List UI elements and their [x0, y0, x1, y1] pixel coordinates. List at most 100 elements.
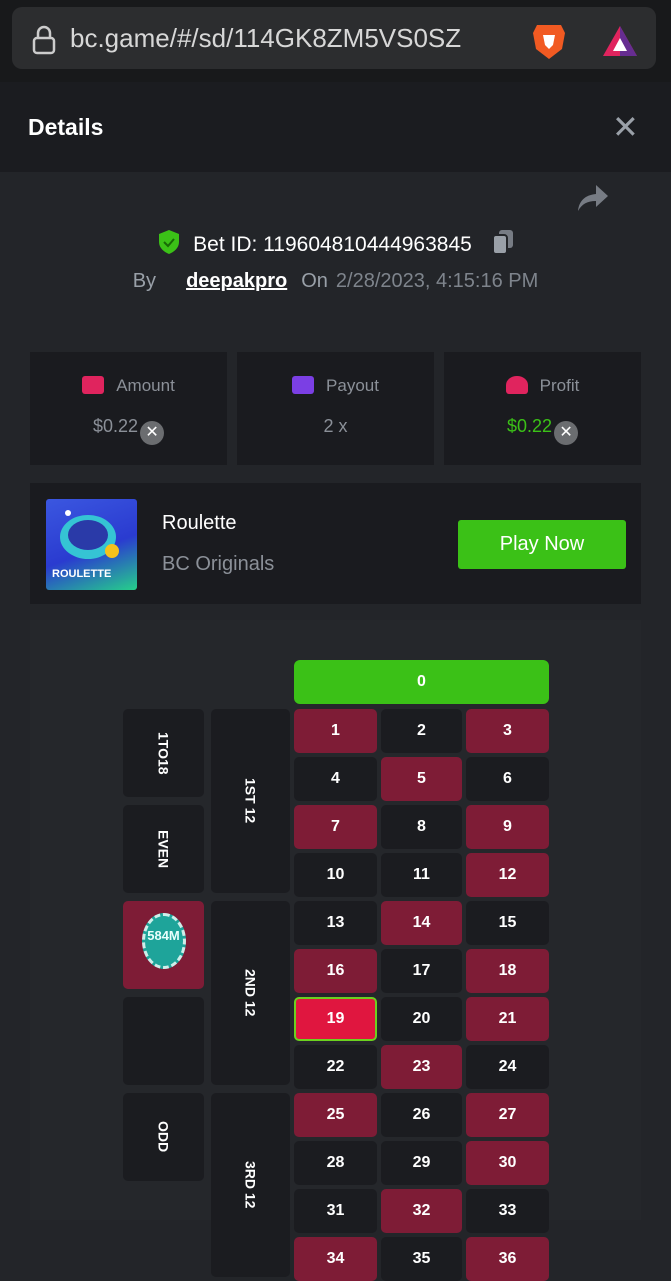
number-label: 8: [417, 818, 426, 835]
number-label: 17: [412, 962, 431, 979]
share-icon[interactable]: [576, 183, 610, 213]
dozen-bet-1[interactable]: 1ST 12: [211, 709, 290, 893]
number-cell-4[interactable]: 4: [294, 757, 377, 801]
number-cell-28[interactable]: 28: [294, 1141, 377, 1185]
number-label: 27: [498, 1106, 517, 1123]
number-cell-30[interactable]: 30: [466, 1141, 549, 1185]
number-label: 14: [412, 914, 431, 931]
close-icon[interactable]: ✕: [612, 109, 639, 145]
page-title: Details: [28, 114, 104, 140]
number-cell-29[interactable]: 29: [381, 1141, 462, 1185]
number-cell-3[interactable]: 3: [466, 709, 549, 753]
bat-rewards-icon[interactable]: [602, 25, 638, 57]
number-cell-1[interactable]: 1: [294, 709, 377, 753]
number-cell-12[interactable]: 12: [466, 853, 549, 897]
number-label: 16: [326, 962, 345, 979]
number-label: 1: [331, 722, 340, 739]
number-label: 35: [412, 1250, 431, 1267]
number-cell-5[interactable]: 5: [381, 757, 462, 801]
number-cell-26[interactable]: 26: [381, 1093, 462, 1137]
by-label: By: [132, 270, 157, 292]
brave-lion-icon[interactable]: [532, 21, 566, 61]
browser-bar: bc.game/#/sd/114GK8ZM5VS0SZ: [0, 0, 671, 82]
outside-bet-1-label: 1TO18: [155, 731, 172, 775]
number-label: 7: [331, 818, 340, 835]
outside-bet-5[interactable]: ODD: [123, 1093, 204, 1181]
address-bar[interactable]: bc.game/#/sd/114GK8ZM5VS0SZ: [12, 7, 656, 69]
number-cell-14[interactable]: 14: [381, 901, 462, 945]
number-label: 15: [498, 914, 517, 931]
on-label: On: [301, 270, 328, 292]
number-label: 13: [326, 914, 345, 931]
number-label: 33: [498, 1202, 517, 1219]
number-label: 5: [417, 770, 426, 787]
profit-label: Profit: [539, 376, 580, 395]
thumbnail-label: ROULETTE: [52, 568, 112, 580]
dozen-bet-2[interactable]: 2ND 12: [211, 901, 290, 1085]
number-cell-17[interactable]: 17: [381, 949, 462, 993]
play-now-button[interactable]: Play Now: [458, 520, 626, 569]
number-cell-27[interactable]: 27: [466, 1093, 549, 1137]
number-label: 12: [498, 866, 517, 883]
number-cell-18[interactable]: 18: [466, 949, 549, 993]
profit-icon: [505, 376, 528, 394]
number-cell-7[interactable]: 7: [294, 805, 377, 849]
dozen-bet-3[interactable]: 3RD 12: [211, 1093, 290, 1277]
chip-amount: 584M: [147, 928, 180, 943]
verified-shield-icon: [159, 230, 180, 254]
number-cell-23[interactable]: 23: [381, 1045, 462, 1089]
number-cell-20[interactable]: 20: [381, 997, 462, 1041]
number-label: 4: [331, 770, 340, 787]
number-label: 6: [503, 770, 512, 787]
number-cell-13[interactable]: 13: [294, 901, 377, 945]
number-cell-9[interactable]: 9: [466, 805, 549, 849]
number-label: 21: [498, 1010, 517, 1027]
number-cell-22[interactable]: 22: [294, 1045, 377, 1089]
number-label: 11: [413, 866, 430, 883]
number-cell-36[interactable]: 36: [466, 1237, 549, 1281]
xrp-coin-icon: ✕: [140, 421, 165, 445]
number-cell-11[interactable]: 11: [381, 853, 462, 897]
dozen-bet-3-label: 3RD 12: [242, 1161, 259, 1209]
number-cell-35[interactable]: 35: [381, 1237, 462, 1281]
number-cell-2[interactable]: 2: [381, 709, 462, 753]
profit-value: $0.22: [506, 416, 553, 436]
user-link[interactable]: deepakpro: [186, 270, 288, 292]
number-label: 36: [498, 1250, 517, 1267]
number-label: 19: [326, 1010, 345, 1027]
number-cell-15[interactable]: 15: [466, 901, 549, 945]
dozen-bet-2-label: 2ND 12: [242, 969, 259, 1017]
outside-bet-4[interactable]: [123, 997, 204, 1085]
number-label: 10: [326, 866, 345, 883]
payout-card: Payout 2 x: [237, 352, 434, 465]
number-cell-34[interactable]: 34: [294, 1237, 377, 1281]
outside-bet-1[interactable]: 1TO18: [123, 709, 204, 797]
number-label: 30: [498, 1154, 517, 1171]
number-label: 34: [326, 1250, 345, 1267]
copy-icon[interactable]: [491, 229, 514, 255]
roulette-thumbnail[interactable]: ROULETTE: [46, 499, 137, 590]
number-cell-31[interactable]: 31: [294, 1189, 377, 1233]
number-cell-24[interactable]: 24: [466, 1045, 549, 1089]
number-cell-6[interactable]: 6: [466, 757, 549, 801]
details-header: Details ✕: [0, 82, 671, 172]
number-cell-25[interactable]: 25: [294, 1093, 377, 1137]
number-cell-19[interactable]: 19: [294, 997, 377, 1041]
outside-bet-3[interactable]: 584M: [123, 901, 204, 989]
outside-bet-2[interactable]: EVEN: [123, 805, 204, 893]
number-cell-16[interactable]: 16: [294, 949, 377, 993]
number-cell-0-label: 0: [417, 673, 426, 690]
game-card: ROULETTE Roulette BC Originals Play Now: [30, 483, 641, 604]
number-cell-21[interactable]: 21: [466, 997, 549, 1041]
game-provider: BC Originals: [162, 553, 275, 575]
amount-value: $0.22: [92, 416, 139, 436]
lock-icon: [32, 25, 56, 55]
dozen-bet-1-label: 1ST 12: [242, 778, 259, 824]
number-cell-33[interactable]: 33: [466, 1189, 549, 1233]
number-label: 3: [503, 722, 512, 739]
number-cell-8[interactable]: 8: [381, 805, 462, 849]
number-cell-10[interactable]: 10: [294, 853, 377, 897]
number-cell-0[interactable]: 0: [294, 660, 549, 704]
bet-id: Bet ID: 119604810444963845: [193, 233, 472, 256]
number-cell-32[interactable]: 32: [381, 1189, 462, 1233]
